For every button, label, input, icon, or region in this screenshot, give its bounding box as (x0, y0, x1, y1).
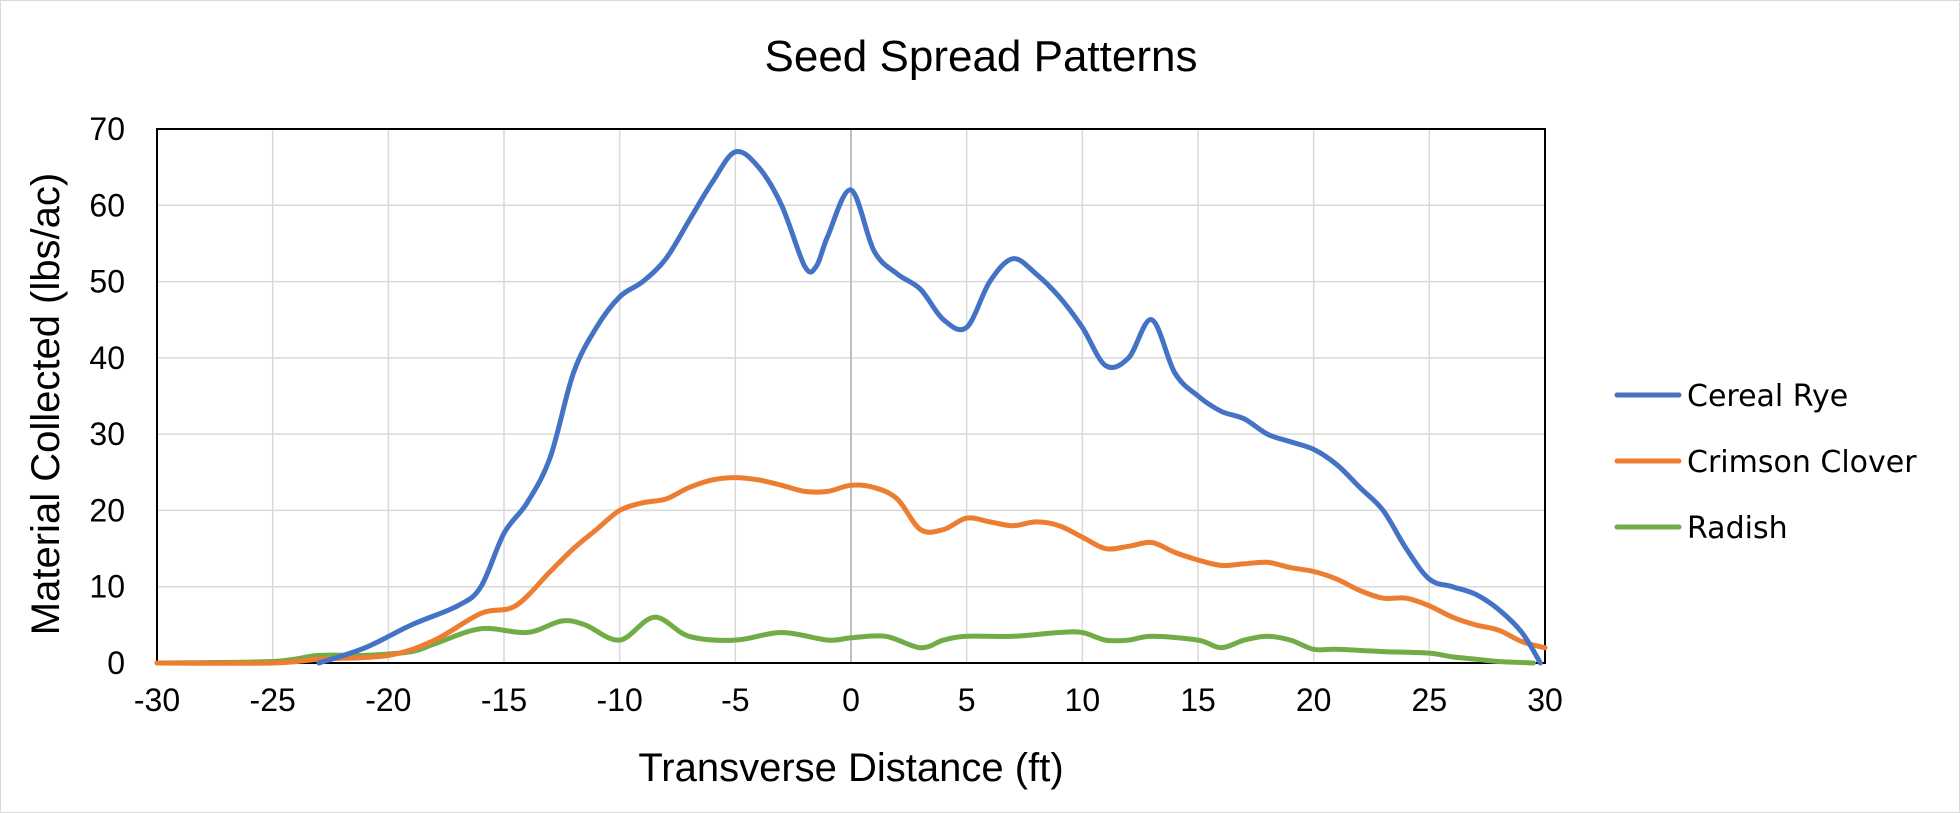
y-tick-label: 40 (89, 340, 125, 376)
chart-title: Seed Spread Patterns (765, 32, 1198, 81)
x-tick-label: 10 (1065, 682, 1101, 718)
series-line-radish (154, 614, 1536, 666)
x-tick-label: -20 (365, 682, 411, 718)
x-tick-label: -15 (481, 682, 527, 718)
y-tick-label: 50 (89, 264, 125, 300)
y-tick-label: 0 (107, 645, 125, 681)
x-axis-ticks: -30 -25 -20 -15 -10 -5 0 5 10 15 20 25 30 (134, 682, 1563, 718)
legend: Cereal Rye Crimson Clover Radish (1614, 379, 1917, 546)
y-tick-label: 30 (89, 416, 125, 452)
y-tick-label: 20 (89, 492, 125, 528)
x-tick-label: -30 (134, 682, 180, 718)
legend-label-cereal-rye: Cereal Rye (1687, 379, 1848, 414)
x-tick-label: 20 (1296, 682, 1332, 718)
y-tick-label: 70 (89, 111, 125, 147)
y-axis-ticks: 0 10 20 30 40 50 60 70 (89, 111, 125, 681)
series-line-cereal-rye (316, 148, 1543, 666)
legend-label-radish: Radish (1687, 511, 1788, 546)
x-tick-label: 0 (842, 682, 860, 718)
x-tick-label: -10 (597, 682, 643, 718)
x-tick-label: -5 (721, 682, 749, 718)
y-axis-label: Material Collected (lbs/ac) (24, 173, 68, 635)
x-axis-label: Transverse Distance (ft) (638, 746, 1063, 790)
y-tick-label: 10 (89, 569, 125, 605)
x-tick-label: 30 (1527, 682, 1563, 718)
x-tick-label: 5 (958, 682, 976, 718)
x-tick-label: -25 (250, 682, 296, 718)
x-tick-label: 15 (1180, 682, 1216, 718)
series-layer (154, 148, 1548, 666)
plot-area-border (156, 128, 1546, 664)
x-tick-label: 25 (1412, 682, 1448, 718)
y-tick-label: 60 (89, 187, 125, 223)
legend-label-crimson-clover: Crimson Clover (1687, 445, 1917, 480)
series-line-crimson-clover (154, 475, 1548, 666)
